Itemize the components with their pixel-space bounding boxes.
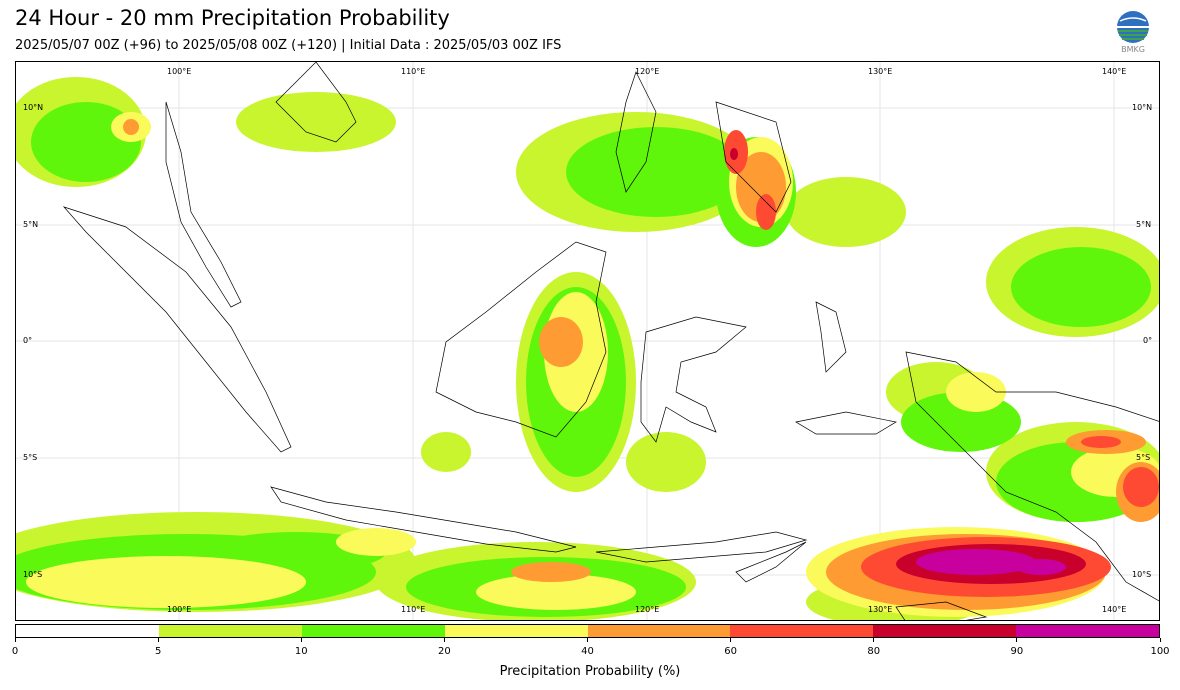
chart-title: 24 Hour - 20 mm Precipitation Probabilit… — [15, 6, 450, 30]
colorbar-tick-label: 5 — [154, 646, 162, 657]
lon-label-bottom: 110°E — [401, 605, 426, 614]
lon-label-bottom: 140°E — [1102, 605, 1127, 614]
lat-label-right: 5°S — [1136, 453, 1151, 462]
lat-label-left: 10°N — [23, 103, 44, 112]
lat-label-right: 0° — [1143, 336, 1153, 345]
colorbar-tick-mark — [300, 638, 302, 642]
lat-label-right: 10°S — [1132, 570, 1152, 579]
lon-label-bottom: 130°E — [868, 605, 893, 614]
lon-label-bottom: 120°E — [635, 605, 660, 614]
lon-label-top: 120°E — [635, 67, 660, 76]
lon-label-top: 100°E — [167, 67, 192, 76]
colorbar-segment — [16, 625, 159, 637]
colorbar-tick-mark — [587, 638, 588, 642]
colorbar — [15, 624, 1160, 638]
colorbar-label: Precipitation Probability (%) — [499, 664, 681, 679]
colorbar-segment — [587, 625, 731, 637]
lat-label-left: 10°S — [23, 570, 43, 579]
colorbar-tick-mark — [1159, 638, 1161, 642]
colorbar-tick-mark — [730, 638, 732, 642]
colorbar-segment — [1016, 625, 1159, 637]
colorbar-tick-label: 10 — [294, 646, 308, 657]
lon-label-bottom: 100°E — [167, 605, 192, 614]
colorbar-segment — [301, 625, 445, 637]
colorbar-tick-mark — [1016, 638, 1018, 642]
colorbar-segment — [444, 625, 588, 637]
colorbar-tick-mark — [14, 638, 16, 642]
lon-label-top: 130°E — [868, 67, 893, 76]
lat-label-right: 5°N — [1136, 220, 1152, 229]
colorbar-tick-label: 80 — [867, 646, 881, 657]
colorbar-tick-mark — [873, 638, 875, 642]
lat-label-left: 5°N — [23, 220, 39, 229]
colorbar-tick-label: 90 — [1010, 646, 1024, 657]
coastlines — [62, 62, 1159, 620]
lon-label-top: 140°E — [1102, 67, 1127, 76]
lon-label-top: 110°E — [401, 67, 426, 76]
probability-shading — [16, 77, 1159, 620]
colorbar-tick-label: 40 — [581, 646, 594, 657]
colorbar-tick-label: 100 — [1150, 646, 1170, 657]
bmkg-logo: BMKG — [1114, 10, 1152, 56]
lat-label-left: 0° — [23, 336, 33, 345]
precipitation-map: 100°E 110°E 120°E 130°E 140°E 100°E 110°… — [15, 61, 1160, 621]
lat-label-left: 5°S — [23, 453, 38, 462]
colorbar-segment — [158, 625, 302, 637]
bmkg-globe-icon: BMKG — [1117, 11, 1149, 54]
logo-text: BMKG — [1121, 45, 1145, 54]
map-canvas — [16, 62, 1159, 620]
colorbar-segment — [873, 625, 1017, 637]
colorbar-tick-label: 60 — [724, 646, 737, 657]
colorbar-tick-mark — [443, 638, 445, 642]
colorbar-segment — [730, 625, 874, 637]
colorbar-tick-label: 20 — [438, 646, 451, 657]
lat-label-right: 10°N — [1132, 103, 1153, 112]
chart-subtitle: 2025/05/07 00Z (+96) to 2025/05/08 00Z (… — [15, 38, 562, 53]
colorbar-tick-mark — [157, 638, 159, 642]
colorbar-tick-label: 0 — [11, 646, 19, 657]
